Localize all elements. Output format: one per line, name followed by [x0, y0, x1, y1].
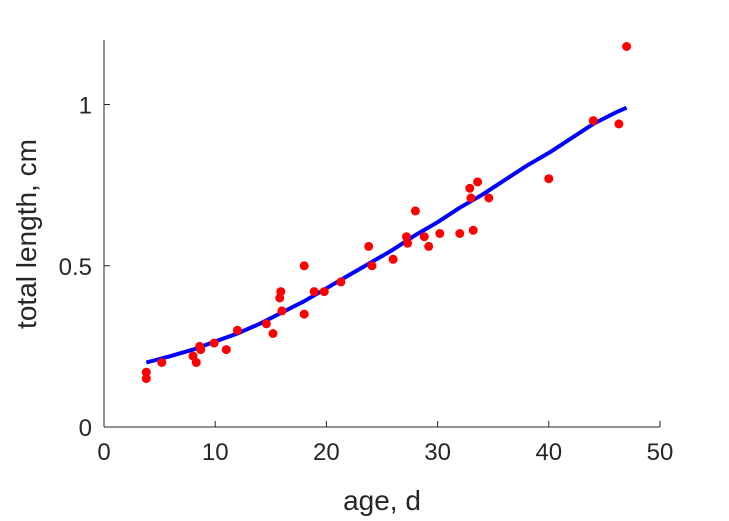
data-point: [588, 116, 598, 126]
y-tick-label: 0: [79, 415, 92, 442]
y-tick-label: 1: [79, 93, 92, 120]
data-point: [484, 193, 494, 203]
data-point: [544, 174, 554, 184]
fit-curve: [145, 105, 628, 365]
data-point: [410, 206, 420, 216]
data-point: [388, 254, 398, 264]
plot-area: [141, 42, 632, 384]
data-point: [614, 119, 624, 129]
data-point: [424, 241, 434, 251]
data-point: [191, 358, 201, 367]
data-point: [232, 325, 242, 335]
data-point: [141, 374, 151, 384]
data-point: [419, 232, 429, 242]
data-point: [473, 177, 483, 187]
data-point: [364, 241, 374, 251]
y-tick-label: 0.5: [59, 254, 92, 281]
data-point: [309, 287, 319, 297]
data-point: [221, 345, 231, 355]
data-point: [268, 329, 278, 338]
x-tick-label: 0: [97, 439, 110, 466]
y-axis-label: total length, cm: [11, 139, 42, 329]
x-axis-label: age, d: [343, 485, 421, 516]
x-tick-label: 50: [647, 439, 674, 466]
data-point: [403, 238, 413, 248]
data-point: [435, 229, 445, 238]
data-point: [157, 358, 167, 367]
data-point: [468, 225, 478, 235]
data-point: [196, 345, 206, 355]
data-point: [465, 183, 475, 193]
data-point: [276, 287, 286, 297]
x-tick-label: 20: [313, 439, 340, 466]
data-point: [141, 367, 151, 377]
data-point: [336, 277, 346, 287]
x-tick-label: 40: [535, 439, 562, 466]
data-point: [299, 309, 309, 319]
data-point: [277, 306, 287, 316]
data-point: [367, 261, 377, 271]
data-point: [261, 319, 271, 329]
data-point: [466, 193, 476, 203]
x-tick-label: 30: [424, 439, 451, 466]
x-tick-label: 10: [202, 439, 229, 466]
data-point: [455, 229, 465, 238]
ticks: 0 10 20 30 40 50 0 0.5 1: [59, 93, 674, 467]
axes: [103, 40, 660, 428]
data-point: [209, 338, 219, 348]
data-point: [299, 261, 309, 271]
data-point: [622, 42, 632, 51]
data-point: [319, 287, 329, 297]
